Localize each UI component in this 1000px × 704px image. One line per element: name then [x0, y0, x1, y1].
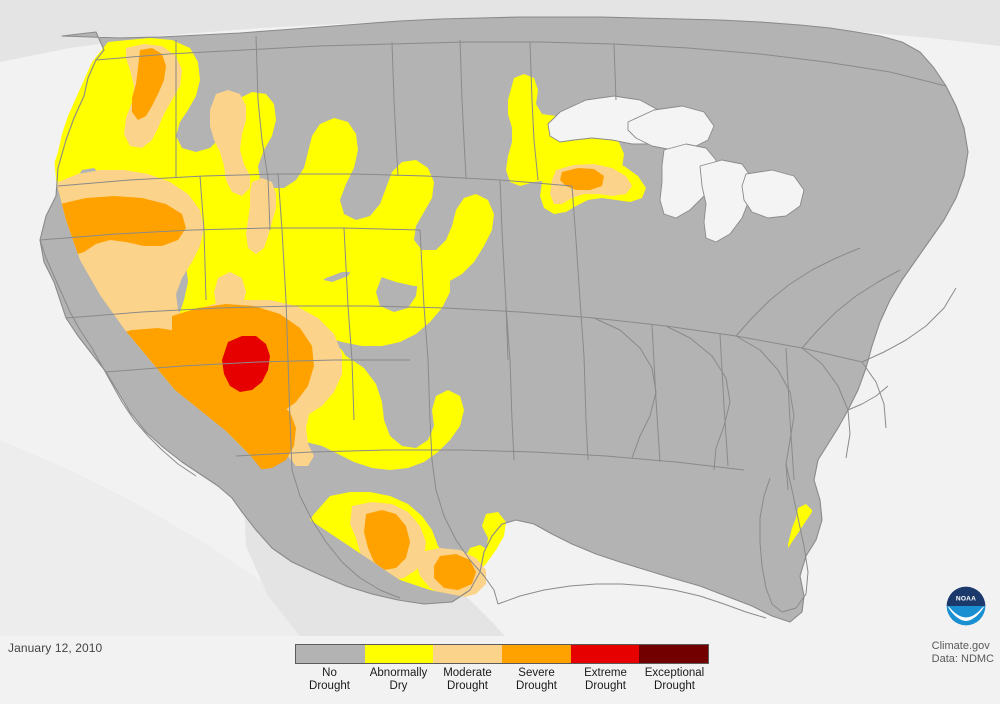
noaa-logo-text: NOAA [956, 596, 976, 603]
legend-swatch-moderate-drought[interactable] [433, 645, 503, 663]
legend-swatch-severe-drought[interactable] [502, 645, 571, 663]
drought-legend: No Drought Abnormally Dry Moderate Droug… [295, 644, 709, 693]
legend-label-line1: Abnormally [369, 667, 428, 679]
legend-label-line1: Extreme [584, 667, 627, 679]
legend-swatch-abnormally-dry[interactable] [364, 645, 434, 663]
legend-label-line2: Drought [585, 680, 626, 692]
credit-source: Data: NDMC [931, 653, 994, 665]
political-borders [39, 16, 969, 623]
us-drought-map[interactable] [0, 0, 1000, 636]
legend-label-line1: Exceptional [644, 667, 705, 679]
layer-d3-extreme-drought [222, 336, 270, 392]
map-credit: Climate.gov Data: NDMC [932, 640, 994, 666]
legend-swatch-exceptional-drought[interactable] [639, 645, 709, 663]
map-date-label: January 12, 2010 [8, 641, 103, 655]
legend-label-line2: Drought [516, 680, 557, 692]
legend-label-moderate-drought: Moderate Drought [433, 667, 502, 693]
legend-label-no-drought: No Drought [295, 667, 364, 693]
credit-publisher: Climate.gov [931, 640, 990, 652]
legend-label-exceptional-drought: Exceptional Drought [640, 667, 709, 693]
legend-color-bar [295, 644, 709, 664]
legend-label-line2: Drought [309, 680, 350, 692]
legend-labels: No Drought Abnormally Dry Moderate Droug… [295, 667, 709, 693]
legend-swatch-extreme-drought[interactable] [570, 645, 640, 663]
legend-label-line1: Moderate [443, 667, 492, 679]
map-footer: January 12, 2010 No Drought Abnormally D… [0, 636, 1000, 704]
map-canvas[interactable] [0, 0, 1000, 636]
legend-label-line2: Drought [447, 680, 488, 692]
legend-label-abnormally-dry: Abnormally Dry [364, 667, 433, 693]
legend-swatch-no-drought[interactable] [296, 645, 365, 663]
legend-label-extreme-drought: Extreme Drought [571, 667, 640, 693]
legend-label-line1: Severe [518, 667, 555, 679]
legend-label-line2: Drought [654, 680, 695, 692]
noaa-logo: NOAA [944, 584, 988, 628]
legend-label-line2: Dry [389, 680, 408, 692]
legend-label-severe-drought: Severe Drought [502, 667, 571, 693]
legend-label-line1: No [322, 667, 337, 679]
